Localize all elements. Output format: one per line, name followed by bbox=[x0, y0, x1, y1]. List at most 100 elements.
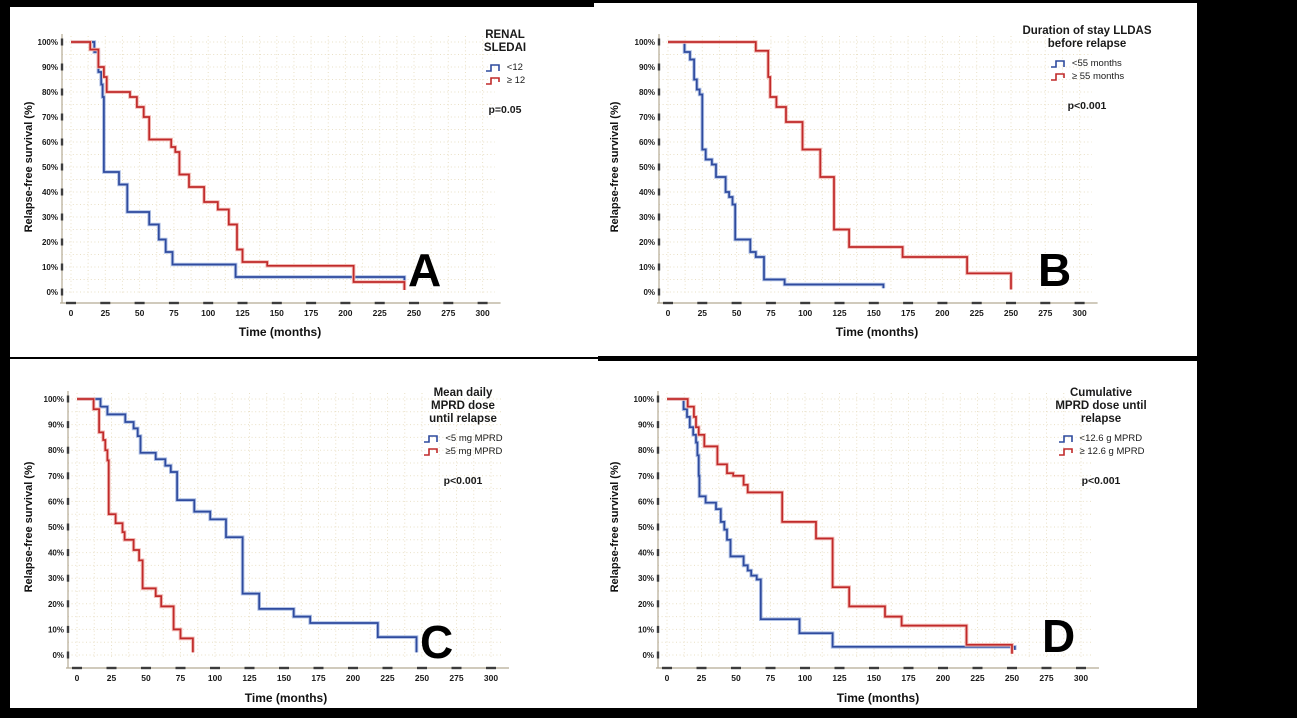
y-tick-label: 40% bbox=[48, 549, 64, 558]
y-tick bbox=[66, 549, 70, 557]
legend-title: Mean daily MPRD dose until relapse bbox=[429, 387, 497, 425]
divider-thin bbox=[10, 357, 598, 359]
y-axis-title: Relapse-free survival (%) bbox=[609, 101, 621, 233]
y-tick bbox=[66, 574, 70, 582]
legend-item-red: ≥5 mg MPRD bbox=[423, 445, 502, 458]
panel-a: 0 25 50 75 100 125 150 175 200 225 250 275 300 100% 90… bbox=[10, 7, 598, 356]
x-tick bbox=[903, 666, 914, 670]
y-tick bbox=[657, 288, 661, 296]
x-tick-label: 275 bbox=[441, 308, 455, 318]
y-tick bbox=[60, 163, 64, 171]
x-tick-label: 125 bbox=[235, 308, 249, 318]
y-tick-label: 100% bbox=[44, 395, 64, 404]
y-tick bbox=[656, 421, 660, 429]
panel-letter-b: B bbox=[1038, 244, 1072, 296]
km-step-icon-red bbox=[1058, 447, 1073, 456]
x-tick bbox=[203, 301, 214, 305]
x-tick bbox=[1040, 301, 1051, 305]
x-tick-label: 75 bbox=[766, 308, 776, 318]
y-tick bbox=[657, 213, 661, 221]
x-tick bbox=[443, 301, 454, 305]
x-tick-label: 150 bbox=[867, 308, 881, 318]
x-tick bbox=[417, 666, 427, 670]
km-curve-halo-blue bbox=[668, 40, 886, 289]
x-tick bbox=[663, 301, 673, 305]
legend-item-label: <55 months bbox=[1071, 57, 1122, 69]
x-tick-label: 150 bbox=[867, 673, 881, 683]
x-tick-label: 150 bbox=[270, 308, 284, 318]
x-tick bbox=[938, 666, 948, 670]
y-tick-label: 90% bbox=[42, 63, 58, 72]
legend-item-label: <5 mg MPRD bbox=[445, 432, 503, 444]
y-tick bbox=[60, 138, 64, 146]
legend-item-label: ≥ 12.6 g MPRD bbox=[1079, 445, 1145, 457]
x-tick bbox=[903, 301, 914, 305]
legend-c: Mean daily MPRD dose until relapse <5 mg… bbox=[368, 387, 558, 487]
y-tick bbox=[656, 446, 660, 454]
x-tick-label: 100 bbox=[201, 308, 215, 318]
y-tick bbox=[66, 600, 70, 608]
y-axis-title: Relapse-free survival (%) bbox=[23, 101, 35, 233]
legend-item-label: ≥ 55 months bbox=[1071, 70, 1125, 82]
x-tick-label: 200 bbox=[935, 308, 949, 318]
legend-item-label: <12 bbox=[506, 61, 523, 73]
x-tick bbox=[696, 666, 707, 670]
x-tick-label: 25 bbox=[698, 308, 708, 318]
y-tick-label: 10% bbox=[48, 625, 64, 634]
x-tick-label: 300 bbox=[476, 308, 490, 318]
y-tick-label: 80% bbox=[638, 446, 654, 455]
x-tick-label: 25 bbox=[697, 673, 707, 683]
panel-d: 0 25 50 75 100 125 150 175 200 225 250 275 300 100% 90… bbox=[598, 361, 1197, 708]
x-tick bbox=[175, 666, 186, 670]
y-tick bbox=[657, 163, 661, 171]
y-tick bbox=[657, 63, 661, 71]
panel-letter-a: A bbox=[408, 244, 442, 296]
y-tick-label: 80% bbox=[42, 88, 58, 97]
km-curve-red bbox=[668, 41, 1012, 290]
y-tick-label: 90% bbox=[638, 421, 654, 430]
y-tick bbox=[657, 38, 661, 46]
x-tick-label: 100 bbox=[798, 308, 812, 318]
y-tick bbox=[66, 497, 70, 505]
x-tick-label: 225 bbox=[373, 308, 387, 318]
legend-item-blue: <5 mg MPRD bbox=[423, 432, 503, 445]
y-tick bbox=[66, 523, 70, 531]
legend-title: Duration of stay LLDAS before relapse bbox=[1022, 25, 1152, 50]
y-tick bbox=[656, 472, 660, 480]
x-tick-label: 0 bbox=[75, 673, 80, 683]
x-tick bbox=[244, 666, 255, 670]
x-tick-label: 25 bbox=[107, 673, 117, 683]
x-tick bbox=[72, 666, 82, 670]
legend-item-label: ≥5 mg MPRD bbox=[445, 445, 503, 457]
km-curve-blue bbox=[667, 398, 1016, 650]
panel-letter-d: D bbox=[1042, 610, 1076, 662]
legend-item-red: ≥ 12.6 g MPRD bbox=[1058, 445, 1145, 458]
x-tick-label: 75 bbox=[169, 308, 179, 318]
km-curve-blue bbox=[77, 398, 418, 653]
y-tick-label: 20% bbox=[639, 238, 655, 247]
y-tick-label: 10% bbox=[638, 625, 654, 634]
x-tick-label: 175 bbox=[304, 308, 318, 318]
x-tick bbox=[271, 301, 282, 305]
km-step-icon-blue bbox=[424, 434, 439, 443]
y-tick bbox=[60, 38, 64, 46]
x-tick-label: 50 bbox=[731, 673, 741, 683]
x-tick bbox=[1006, 301, 1016, 305]
y-tick bbox=[60, 188, 64, 196]
x-tick-label: 300 bbox=[484, 673, 498, 683]
x-axis-title: Time (months) bbox=[244, 691, 328, 705]
km-curve-halo-blue bbox=[77, 397, 419, 653]
x-tick-label: 250 bbox=[407, 308, 421, 318]
x-tick bbox=[662, 666, 672, 670]
y-tick bbox=[66, 472, 70, 480]
x-axis-title: Time (months) bbox=[835, 325, 919, 339]
x-tick bbox=[937, 301, 948, 305]
divider-thick bbox=[598, 356, 1197, 361]
y-axis-title: Relapse-free survival (%) bbox=[23, 461, 35, 593]
y-tick-label: 20% bbox=[638, 600, 654, 609]
y-tick-label: 60% bbox=[639, 138, 655, 147]
x-tick-label: 0 bbox=[69, 308, 74, 318]
km-curve-red bbox=[77, 398, 194, 653]
km-step-icon-blue bbox=[485, 63, 500, 72]
x-tick-label: 100 bbox=[798, 673, 812, 683]
